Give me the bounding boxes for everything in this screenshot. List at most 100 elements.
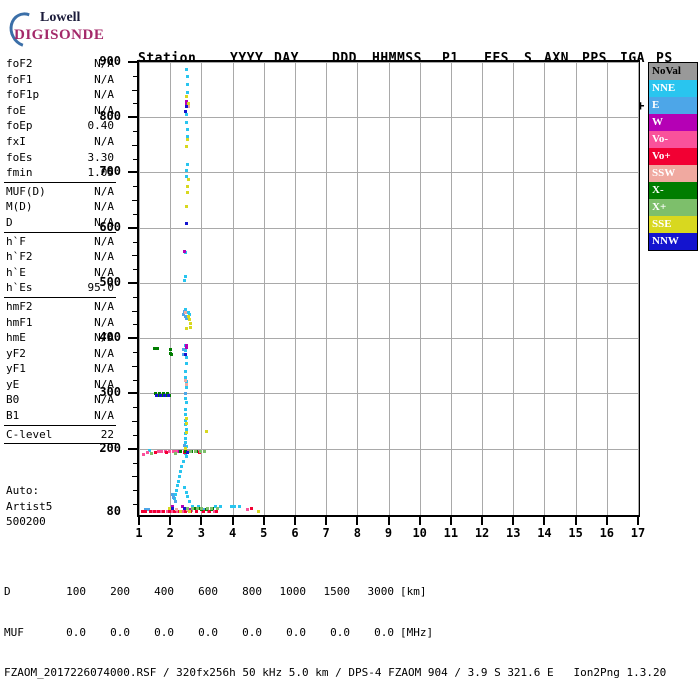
data-point-x (168, 348, 172, 352)
footer-muf-value-3: 0.0 (198, 625, 218, 639)
x-tick-15 (574, 517, 577, 525)
param-value: N/A (94, 134, 114, 148)
legend-item-ssw[interactable]: SSW (649, 165, 697, 182)
data-point-nne (191, 505, 195, 509)
legend-item-nne[interactable]: NNE (649, 80, 697, 97)
param-value: N/A (94, 409, 114, 423)
param-value: N/A (94, 299, 114, 313)
x-tick-label-7: 7 (322, 526, 330, 540)
data-point-sse (187, 318, 191, 322)
param-row-muf-d-: MUF(D) N/A (4, 184, 116, 200)
y-tick-400 (128, 337, 137, 340)
footer-muf-value-5: 0.0 (286, 625, 306, 639)
param-value: N/A (94, 377, 114, 391)
footer-distance-label: D (4, 585, 11, 598)
param-value: N/A (94, 346, 114, 360)
legend-item-nnw[interactable]: NNW (649, 233, 697, 250)
data-point-nnw (184, 105, 188, 109)
auto-code: 500200 (6, 515, 46, 529)
data-point-x (202, 449, 206, 453)
data-point-x (156, 393, 160, 397)
param-row-fof2: foF2 N/A (4, 56, 116, 72)
data-point-x (205, 507, 209, 511)
data-point-e (185, 317, 189, 321)
data-point-nnw (184, 352, 188, 356)
param-value: N/A (94, 393, 114, 407)
data-point-vo (148, 509, 152, 513)
x-tick-12 (481, 517, 484, 525)
data-point-nne (183, 275, 187, 279)
data-point-vo (157, 509, 161, 513)
data-point-w (181, 505, 185, 509)
y-tick-700 (128, 171, 137, 174)
data-point-nnw (159, 393, 163, 397)
data-point-nne (174, 493, 178, 496)
data-point-x (164, 393, 168, 397)
gridline-vertical-8 (357, 62, 358, 515)
footer-distance-row: D 100 200 400 600 800 1000 1500 3000 [km] (4, 585, 666, 599)
data-point-nne (187, 499, 191, 503)
data-point-nne (177, 479, 181, 483)
legend-item-x[interactable]: X- (649, 182, 697, 199)
data-point-nne (175, 488, 179, 492)
x-tick-label-1: 1 (135, 526, 143, 540)
gridline-horizontal-900 (139, 62, 638, 63)
data-point-nnw (186, 451, 190, 455)
legend-item-w[interactable]: W (649, 114, 697, 131)
y-tick-900 (128, 61, 137, 63)
x-tick-label-6: 6 (291, 526, 299, 540)
param-row-h-es: h`Es 95.0 (4, 280, 116, 296)
param-row-hmf2: hmF2 N/A (4, 299, 116, 315)
param-value: N/A (94, 265, 114, 279)
footer-muf-value-0: 0.0 (66, 625, 86, 639)
direction-color-legend: NoVal NNE E W Vo- Vo+ SSW X- X+ SSE NNW (648, 62, 698, 251)
data-point-ssw (175, 508, 179, 512)
data-point-vo (212, 509, 216, 513)
param-key: B0 (6, 393, 20, 407)
legend-item-vo[interactable]: Vo- (649, 131, 697, 148)
param-key: hmF1 (6, 315, 33, 329)
footer-distance-value-1: 200 (110, 585, 130, 598)
data-point-vo (160, 449, 164, 453)
footer-distance-value-6: 1500 (323, 585, 351, 598)
data-point-vo (145, 451, 149, 455)
data-point-nne (184, 444, 188, 448)
legend-item-e[interactable]: E (649, 97, 697, 114)
data-point-vo (141, 453, 145, 457)
data-point-sse (185, 144, 189, 148)
data-point-ssw (187, 105, 191, 109)
legend-item-vo[interactable]: Vo+ (649, 148, 697, 165)
data-point-nne (187, 312, 191, 316)
data-point-nne (237, 505, 241, 509)
x-tick-label-17: 17 (630, 526, 646, 540)
data-point-x (191, 507, 195, 511)
param-value: 95.0 (87, 281, 115, 295)
data-point-nne (186, 310, 190, 314)
footer-distance-value-3: 600 (198, 585, 218, 598)
data-point-x (178, 449, 182, 453)
data-point-w (185, 99, 189, 103)
data-point-sse (186, 178, 190, 182)
data-point-sse (185, 416, 189, 420)
gridline-vertical-1 (139, 62, 140, 515)
x-tick-9 (387, 517, 390, 525)
param-row-fof1: foF1 N/A (4, 72, 116, 88)
footer-muf-unit: [MHz] (400, 625, 434, 639)
y-tick-500 (128, 281, 137, 284)
data-point-vo (162, 509, 166, 513)
data-point-sse (188, 321, 192, 325)
footer-file-row: FZAOM_2017226074000.RSF / 320fx256h 50 k… (4, 666, 667, 679)
param-value: 0.40 (87, 119, 115, 133)
param-group-divider (4, 443, 116, 445)
param-value: N/A (94, 88, 114, 102)
legend-item-noval[interactable]: NoVal (649, 63, 697, 80)
data-point-x (200, 507, 204, 511)
legend-item-sse[interactable]: SSE (649, 216, 697, 233)
param-row-ye: yE N/A (4, 377, 116, 393)
y-tick-600 (128, 226, 137, 229)
legend-item-x[interactable]: X+ (649, 199, 697, 216)
footer-muf-value-2: 0.0 (154, 625, 174, 639)
data-point-vo (152, 509, 156, 513)
data-point-e (182, 444, 186, 448)
ionogram-plot-area[interactable] (137, 60, 640, 517)
